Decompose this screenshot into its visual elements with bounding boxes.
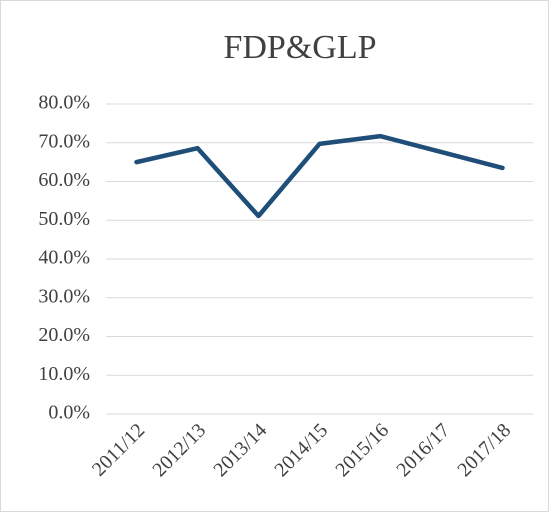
y-tick-label: 60.0% <box>38 169 90 191</box>
y-tick-label: 80.0% <box>38 92 90 114</box>
chart-title: FDP&GLP <box>223 29 376 66</box>
line-series <box>134 133 505 219</box>
y-tick-label: 20.0% <box>38 324 90 346</box>
y-tick-label: 50.0% <box>38 208 90 230</box>
y-tick-label: 40.0% <box>38 247 90 269</box>
y-tick-label: 0.0% <box>48 402 90 424</box>
y-tick-label: 10.0% <box>38 363 90 385</box>
y-tick-label: 70.0% <box>38 130 90 152</box>
y-tick-label: 30.0% <box>38 285 90 307</box>
